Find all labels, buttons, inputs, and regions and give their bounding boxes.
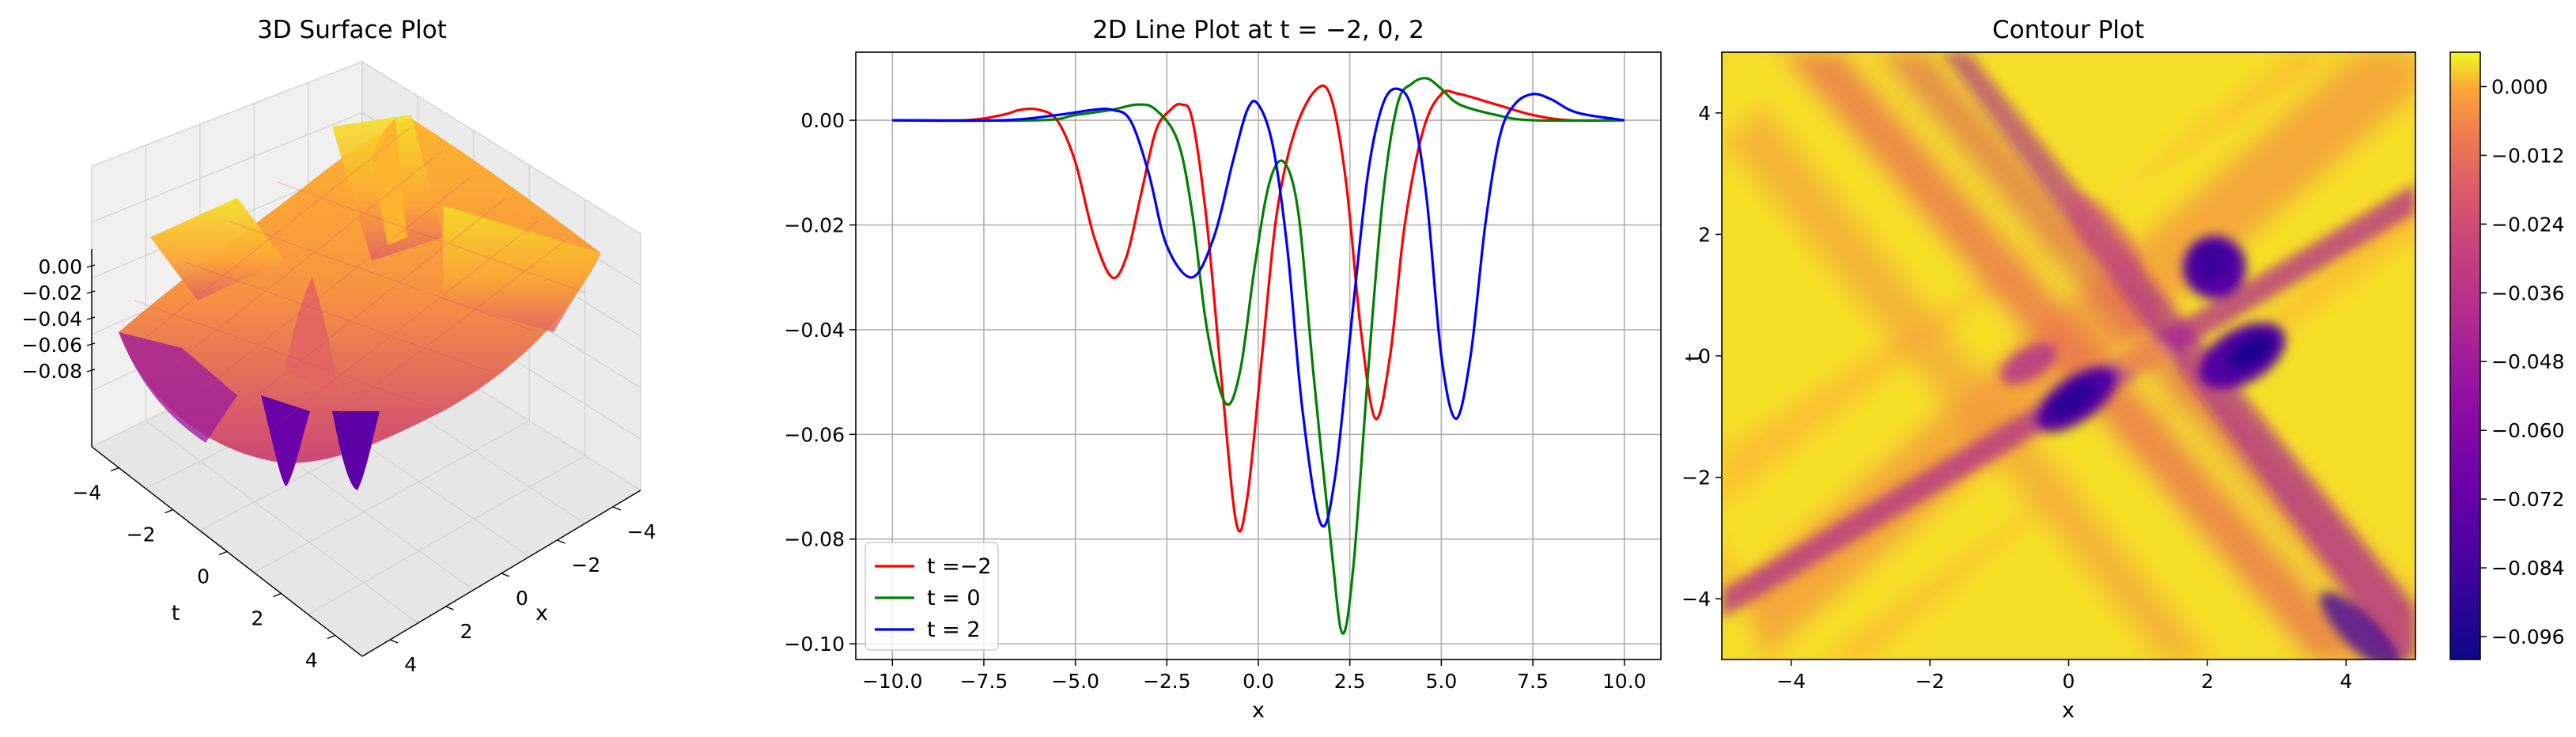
contour-ticks: −4 −2 0 2 4 4 2 0 −2 −4 (1681, 102, 2352, 693)
line-x-tick-label: 7.5 (1517, 670, 1549, 693)
surface-t-tick-label: 2 (251, 607, 263, 630)
surface-wall-gridline (91, 111, 363, 223)
line-panel: 2D Line Plot at t = −2, 0, 2 −10.0 −7.5 −5… (784, 16, 1662, 723)
line-legend-label: t = 0 (927, 586, 981, 610)
surface-x-tick-label: 0 (516, 587, 528, 610)
surface-floor-gridline (146, 420, 418, 624)
surface-z-tick (86, 316, 96, 320)
surface-t-tick-label: 0 (197, 565, 210, 588)
line-x-tick-label: 0.0 (1243, 670, 1274, 693)
contour-x-tick-label: 4 (2340, 670, 2352, 693)
line-y-tick-label: −0.06 (784, 423, 845, 446)
surface-mesh (119, 115, 601, 490)
contour-x-tick-label: 2 (2201, 670, 2214, 693)
surface-t-tick-label: −2 (127, 523, 156, 546)
line-y-tick-label: 0.00 (800, 109, 845, 132)
line-x-tick-label: 2.5 (1334, 670, 1366, 693)
surface-t-tick (110, 467, 119, 472)
line-y-tick-label: −0.10 (784, 633, 845, 656)
surface-x-tick (389, 639, 399, 644)
colorbar-tick-label: −0.060 (2491, 419, 2565, 442)
line-legend: t =−2 t = 0 t = 2 (864, 542, 999, 651)
line-y-tick-label: −0.02 (784, 214, 845, 236)
colorbar-tick-label: −0.036 (2491, 282, 2565, 304)
colorbar-tick-label: −0.048 (2491, 350, 2565, 373)
line-legend-box (864, 542, 999, 651)
surface-t-tick-label: −4 (72, 482, 101, 505)
contour-heatmap (1722, 52, 2415, 660)
line-ticks: −10.0 −7.5 −5.0 −2.5 0.0 2.5 5.0 7.5 10.0 0.00 −0.… (784, 109, 1646, 693)
surface-x-tick (445, 606, 454, 610)
surface-z-axis: 0.00 −0.02 −0.04 −0.06 −0.08 (21, 249, 96, 447)
line-x-tick-label: −2.5 (1143, 670, 1191, 693)
surface-x-axis: 4 2 0 −2 −4 (361, 489, 656, 676)
line-title: 2D Line Plot at t = −2, 0, 2 (1092, 16, 1424, 44)
colorbar-tick-label: −0.096 (2491, 626, 2565, 648)
surface-t-tick (327, 634, 336, 640)
surface-x-tick-label: −4 (627, 520, 656, 543)
contour-title: Contour Plot (1992, 16, 2144, 44)
contour-y-tick-label: 4 (1698, 102, 1711, 125)
line-x-label: x (1252, 698, 1265, 723)
contour-y-tick-label: −2 (1681, 467, 1711, 489)
surface-x-tick (557, 539, 566, 544)
surface-x-tick-label: 2 (460, 620, 473, 643)
colorbar-tick-label: −0.012 (2491, 144, 2565, 167)
surface-floor-gridline (308, 455, 585, 615)
surface-z-tick (86, 290, 96, 294)
surface-t-tick (273, 592, 282, 598)
contour-x-tick-label: −2 (1916, 670, 1945, 693)
surface-z-tick-label: −0.06 (21, 334, 82, 357)
line-y-tick-label: −0.04 (784, 319, 845, 342)
surface-z-tick (86, 342, 96, 346)
line-x-tick-label: 5.0 (1425, 670, 1457, 693)
surface-z-tick (86, 264, 96, 268)
contour-y-tick-label: −4 (1681, 588, 1711, 610)
contour-x-label: x (2062, 698, 2075, 723)
surface-t-tick-label: 4 (305, 649, 318, 672)
line-x-tick-label: −10.0 (862, 670, 923, 693)
line-x-tick-label: 10.0 (1602, 670, 1647, 693)
line-legend-label: t =−2 (927, 554, 992, 579)
colorbar-tick-label: 0.000 (2491, 75, 2548, 98)
surface-title: 3D Surface Plot (257, 16, 447, 44)
surface-z-tick (86, 368, 96, 372)
surface-t-tick (218, 550, 228, 556)
contour-y-tick-label: 0 (1698, 345, 1711, 368)
surface-x-tick (612, 506, 622, 511)
surface-x-tick-label: 4 (404, 653, 417, 676)
colorbar-ticks: 0.000 −0.012 −0.024 −0.036 −0.048 −0.060 −0.07… (2480, 75, 2565, 648)
line-series-group (892, 77, 1625, 635)
contour-y-label: t (1681, 353, 1706, 362)
line-x-tick-label: −7.5 (960, 670, 1008, 693)
contour-panel: Contour Plot (1681, 16, 2565, 723)
contour-x-tick-label: 0 (2063, 670, 2075, 693)
surface-z-tick-label: 0.00 (38, 255, 82, 278)
colorbar (2449, 51, 2481, 660)
line-series-2 (892, 87, 1625, 528)
surface-t-label: t (172, 601, 180, 626)
colorbar-tick-label: −0.084 (2491, 557, 2565, 580)
surface-panel: 3D Surface Plot 0.00 −0.02 −0.04 −0.06 (21, 16, 656, 676)
surface-z-tick-label: −0.08 (21, 360, 82, 383)
surface-t-tick (165, 508, 173, 514)
colorbar-tick-label: −0.072 (2491, 488, 2565, 511)
surface-x-label: x (535, 601, 548, 626)
colorbar-tick-label: −0.024 (2491, 213, 2565, 236)
line-series-1 (892, 77, 1625, 635)
line-x-tick-label: −5.0 (1051, 670, 1099, 693)
contour-y-tick-label: 2 (1698, 223, 1711, 246)
surface-t-axis: −4 −2 0 2 4 (72, 446, 363, 672)
surface-z-tick-label: −0.04 (21, 308, 82, 331)
surface-x-tick (501, 573, 510, 577)
line-legend-label: t = 2 (927, 618, 981, 642)
surface-z-tick-label: −0.02 (21, 282, 82, 304)
line-y-tick-label: −0.08 (784, 528, 845, 551)
line-series-0 (892, 84, 1625, 533)
surface-floor-gridline (253, 420, 530, 573)
contour-x-tick-label: −4 (1776, 670, 1806, 693)
surface-x-tick-label: −2 (571, 554, 600, 576)
